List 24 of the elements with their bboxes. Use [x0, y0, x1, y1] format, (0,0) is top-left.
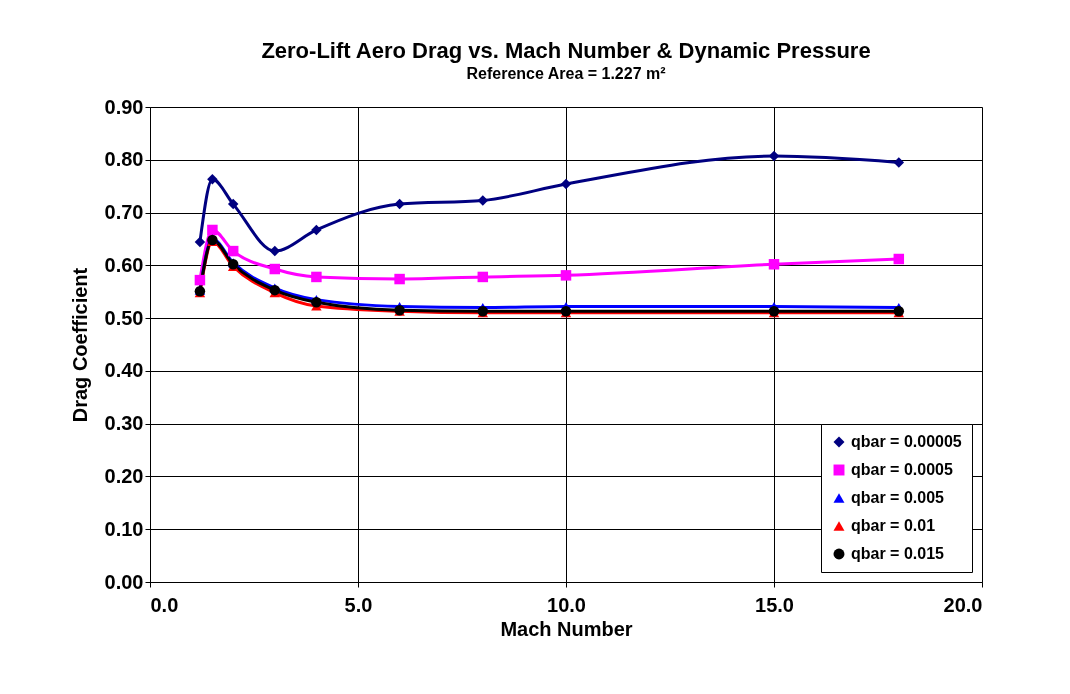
- y-tick-label: 0.20: [104, 464, 144, 487]
- x-tick-label: 5.0: [344, 593, 373, 616]
- legend-label: qbar = 0.015: [851, 545, 945, 562]
- x-tick-label: 10.0: [547, 593, 586, 616]
- y-tick-label: 0.70: [104, 201, 144, 224]
- x-tick-label: 20.0: [943, 593, 983, 616]
- x-tick-label: 0.0: [150, 593, 179, 616]
- legend-label: qbar = 0.0005: [851, 461, 953, 478]
- y-tick-label: 0.60: [104, 253, 144, 276]
- y-tick-label: 0.50: [104, 306, 144, 329]
- x-axis-title: Mach Number: [500, 617, 633, 640]
- chart-subtitle: Reference Area = 1.227 m²: [466, 65, 666, 82]
- legend-label: qbar = 0.00005: [851, 433, 962, 450]
- chart-title: Zero-Lift Aero Drag vs. Mach Number & Dynamic Pressure: [261, 38, 871, 63]
- y-tick-label: 0.30: [104, 412, 144, 435]
- x-tick-label: 15.0: [755, 593, 794, 616]
- y-tick-label: 0.40: [104, 359, 144, 382]
- y-axis-title: Drag Coefficient: [68, 267, 91, 423]
- y-tick-label: 0.80: [104, 148, 144, 171]
- legend-label: qbar = 0.005: [851, 489, 945, 506]
- legend-label: qbar = 0.01: [851, 517, 936, 534]
- y-tick-label: 0.10: [104, 517, 144, 540]
- y-tick-label: 0.90: [104, 95, 144, 118]
- y-tick-label: 0.00: [104, 570, 144, 593]
